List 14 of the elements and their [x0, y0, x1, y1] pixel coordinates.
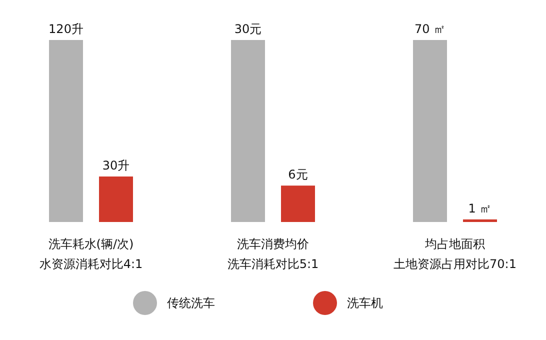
text: 洗车消耗对比5:1: [227, 257, 319, 271]
legend-label: 传统洗车: [167, 296, 215, 310]
data-label: 30升: [102, 158, 130, 172]
data-label: 6元: [288, 168, 308, 182]
text: 水资源消耗对比4:1: [39, 257, 143, 271]
text: 土地资源占用对比70:1: [394, 257, 516, 271]
data-label: 70 ㎡: [414, 22, 446, 36]
x-axis-title: 洗车消费均价: [237, 237, 309, 251]
data-label: 1 ㎡: [468, 201, 492, 216]
data-label: 120升: [48, 22, 84, 36]
legend-label: 洗车机: [347, 296, 383, 310]
data-label: 30元: [234, 22, 262, 36]
x-axis-title: 均占地面积: [424, 237, 485, 251]
x-axis-title: 洗车耗水(辆/次): [48, 237, 134, 251]
